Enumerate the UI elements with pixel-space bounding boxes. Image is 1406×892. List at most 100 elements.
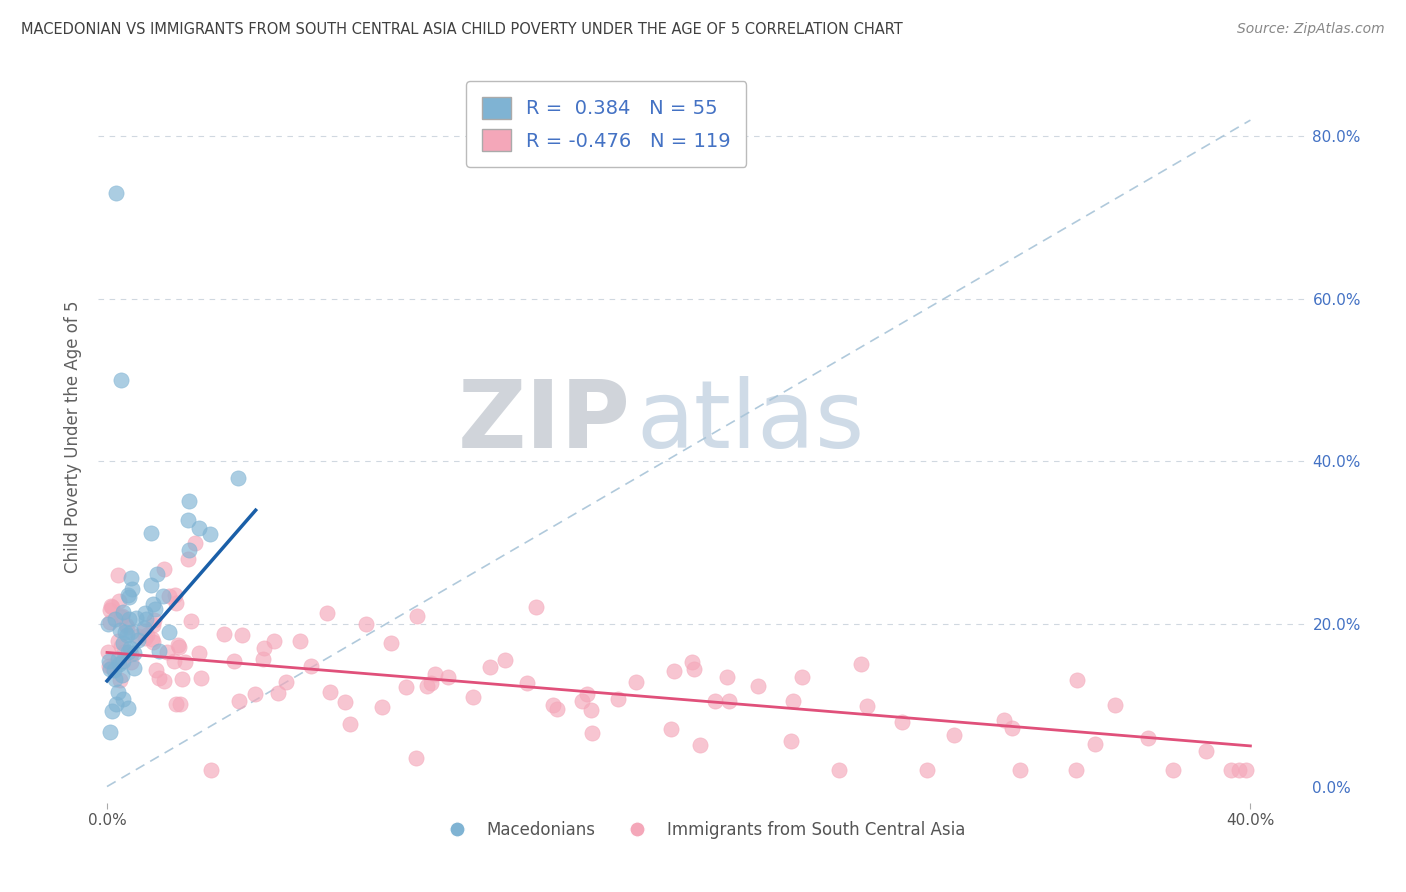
Point xyxy=(703,693,725,707)
Point xyxy=(942,728,965,742)
Text: atlas: atlas xyxy=(637,376,865,468)
Point xyxy=(146,566,169,581)
Point xyxy=(98,654,121,668)
Point xyxy=(1008,764,1031,778)
Point xyxy=(299,659,322,673)
Point xyxy=(437,670,460,684)
Point xyxy=(148,671,170,685)
Point xyxy=(148,644,170,658)
Point xyxy=(111,605,134,619)
Point xyxy=(174,655,197,669)
Point xyxy=(101,660,124,674)
Point xyxy=(111,653,134,667)
Point xyxy=(747,679,769,693)
Point xyxy=(141,632,163,647)
Point xyxy=(546,701,568,715)
Point xyxy=(104,612,127,626)
Point xyxy=(100,600,122,615)
Point xyxy=(253,640,276,655)
Point xyxy=(98,615,121,629)
Point xyxy=(121,582,143,596)
Point xyxy=(267,686,290,700)
Point xyxy=(659,722,682,736)
Point xyxy=(689,738,711,752)
Point xyxy=(494,653,516,667)
Point xyxy=(406,608,429,623)
Point xyxy=(114,624,136,639)
Point xyxy=(718,694,741,708)
Point xyxy=(1083,737,1105,751)
Point xyxy=(917,764,939,778)
Point xyxy=(142,635,165,649)
Point xyxy=(1220,764,1243,778)
Point xyxy=(107,593,129,607)
Point xyxy=(333,695,356,709)
Point xyxy=(120,571,142,585)
Point xyxy=(108,623,131,637)
Point xyxy=(200,764,222,778)
Point xyxy=(177,513,200,527)
Point xyxy=(134,631,156,645)
Point xyxy=(681,656,703,670)
Point xyxy=(319,684,342,698)
Point xyxy=(127,629,149,643)
Point xyxy=(1104,698,1126,713)
Point xyxy=(1195,744,1218,758)
Point xyxy=(371,700,394,714)
Point xyxy=(111,636,134,650)
Point xyxy=(855,699,877,714)
Point xyxy=(110,655,132,669)
Point xyxy=(104,186,127,201)
Point xyxy=(579,703,602,717)
Point xyxy=(165,589,187,603)
Point xyxy=(110,610,132,624)
Point xyxy=(231,628,253,642)
Point xyxy=(103,663,125,677)
Point xyxy=(98,662,121,676)
Point xyxy=(190,671,212,685)
Point xyxy=(827,764,849,778)
Point xyxy=(115,618,138,632)
Point xyxy=(252,651,274,665)
Point xyxy=(782,694,804,708)
Point xyxy=(107,633,129,648)
Point xyxy=(780,734,803,748)
Point xyxy=(416,679,439,693)
Point xyxy=(606,691,628,706)
Point xyxy=(115,620,138,634)
Point xyxy=(104,672,127,686)
Point xyxy=(108,673,131,687)
Point xyxy=(98,724,121,739)
Point xyxy=(120,625,142,640)
Point xyxy=(118,612,141,626)
Point xyxy=(380,636,402,650)
Point xyxy=(222,654,245,668)
Point xyxy=(169,698,191,712)
Point xyxy=(163,654,186,668)
Point xyxy=(541,698,564,712)
Point xyxy=(165,597,187,611)
Text: ZIP: ZIP xyxy=(457,376,630,468)
Point xyxy=(100,599,122,614)
Point xyxy=(420,676,443,690)
Point xyxy=(142,617,165,632)
Point xyxy=(117,645,139,659)
Point xyxy=(122,646,145,660)
Point xyxy=(115,628,138,642)
Point xyxy=(1136,731,1159,745)
Point xyxy=(395,680,418,694)
Point xyxy=(98,658,121,673)
Point xyxy=(172,672,194,686)
Point xyxy=(849,657,872,672)
Point xyxy=(576,687,599,701)
Point xyxy=(142,597,165,611)
Point xyxy=(97,617,120,632)
Point xyxy=(290,634,312,648)
Point xyxy=(156,645,179,659)
Point xyxy=(120,647,142,661)
Point xyxy=(117,588,139,602)
Point xyxy=(526,599,548,614)
Point xyxy=(169,640,191,654)
Point xyxy=(152,589,174,603)
Point xyxy=(664,664,686,678)
